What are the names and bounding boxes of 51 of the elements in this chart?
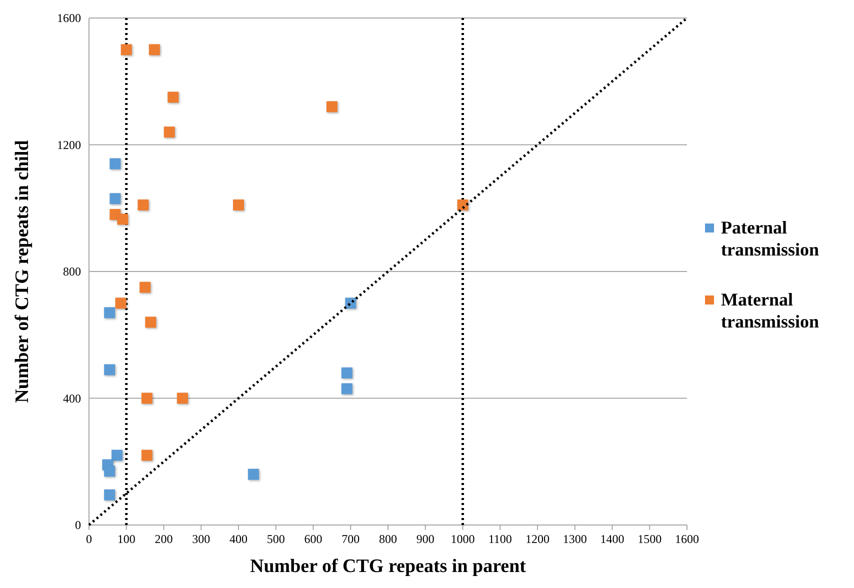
x-tick-label: 500 [266, 532, 285, 546]
point [457, 199, 468, 210]
y-tick-label: 0 [75, 518, 81, 532]
x-tick-label: 1500 [638, 532, 662, 546]
point [140, 282, 151, 293]
x-tick-label: 600 [304, 532, 322, 546]
point [120, 44, 132, 56]
x-tick-label: 200 [154, 532, 173, 546]
y-tick-label: 1600 [57, 11, 81, 25]
point [176, 392, 188, 404]
x-tick-label: 800 [379, 532, 397, 546]
point [233, 199, 244, 210]
point [112, 450, 123, 461]
point [141, 450, 152, 461]
point [248, 468, 259, 480]
point [115, 298, 126, 309]
point [110, 158, 121, 170]
x-tick-label: 1200 [526, 532, 550, 546]
legend-label: Maternal transmission [721, 290, 820, 332]
point [326, 101, 338, 112]
legend-label: Paternal transmission [721, 218, 820, 260]
x-tick-label: 1600 [675, 532, 699, 546]
x-tick-label: 1300 [562, 532, 587, 546]
x-tick-label: 400 [230, 532, 248, 546]
point [117, 214, 128, 225]
y-tick-label: 400 [63, 391, 81, 406]
point [341, 383, 352, 394]
point [148, 44, 160, 56]
x-tick-label: 1000 [450, 532, 475, 546]
point [164, 126, 175, 138]
x-tick-label: 700 [342, 532, 360, 546]
point [104, 307, 116, 318]
x-tick-label: 100 [117, 532, 136, 546]
point [104, 466, 116, 477]
point [138, 199, 149, 210]
point [141, 392, 152, 404]
y-tick-label: 800 [63, 264, 81, 278]
y-tick-label: 1200 [57, 138, 81, 152]
point [168, 92, 179, 103]
x-axis-title: Number of CTG repeats in parent [250, 556, 527, 577]
point [104, 364, 116, 376]
point [110, 193, 121, 204]
point [341, 367, 352, 378]
x-tick-label: 1100 [488, 532, 512, 546]
y-axis-title: Number of CTG repeats in child [12, 140, 33, 403]
x-tick-label: 1400 [600, 532, 624, 546]
x-tick-label: 0 [86, 532, 92, 546]
point [145, 316, 156, 328]
point [104, 489, 116, 500]
x-tick-label: 300 [192, 532, 210, 546]
x-tick-label: 900 [416, 532, 434, 546]
